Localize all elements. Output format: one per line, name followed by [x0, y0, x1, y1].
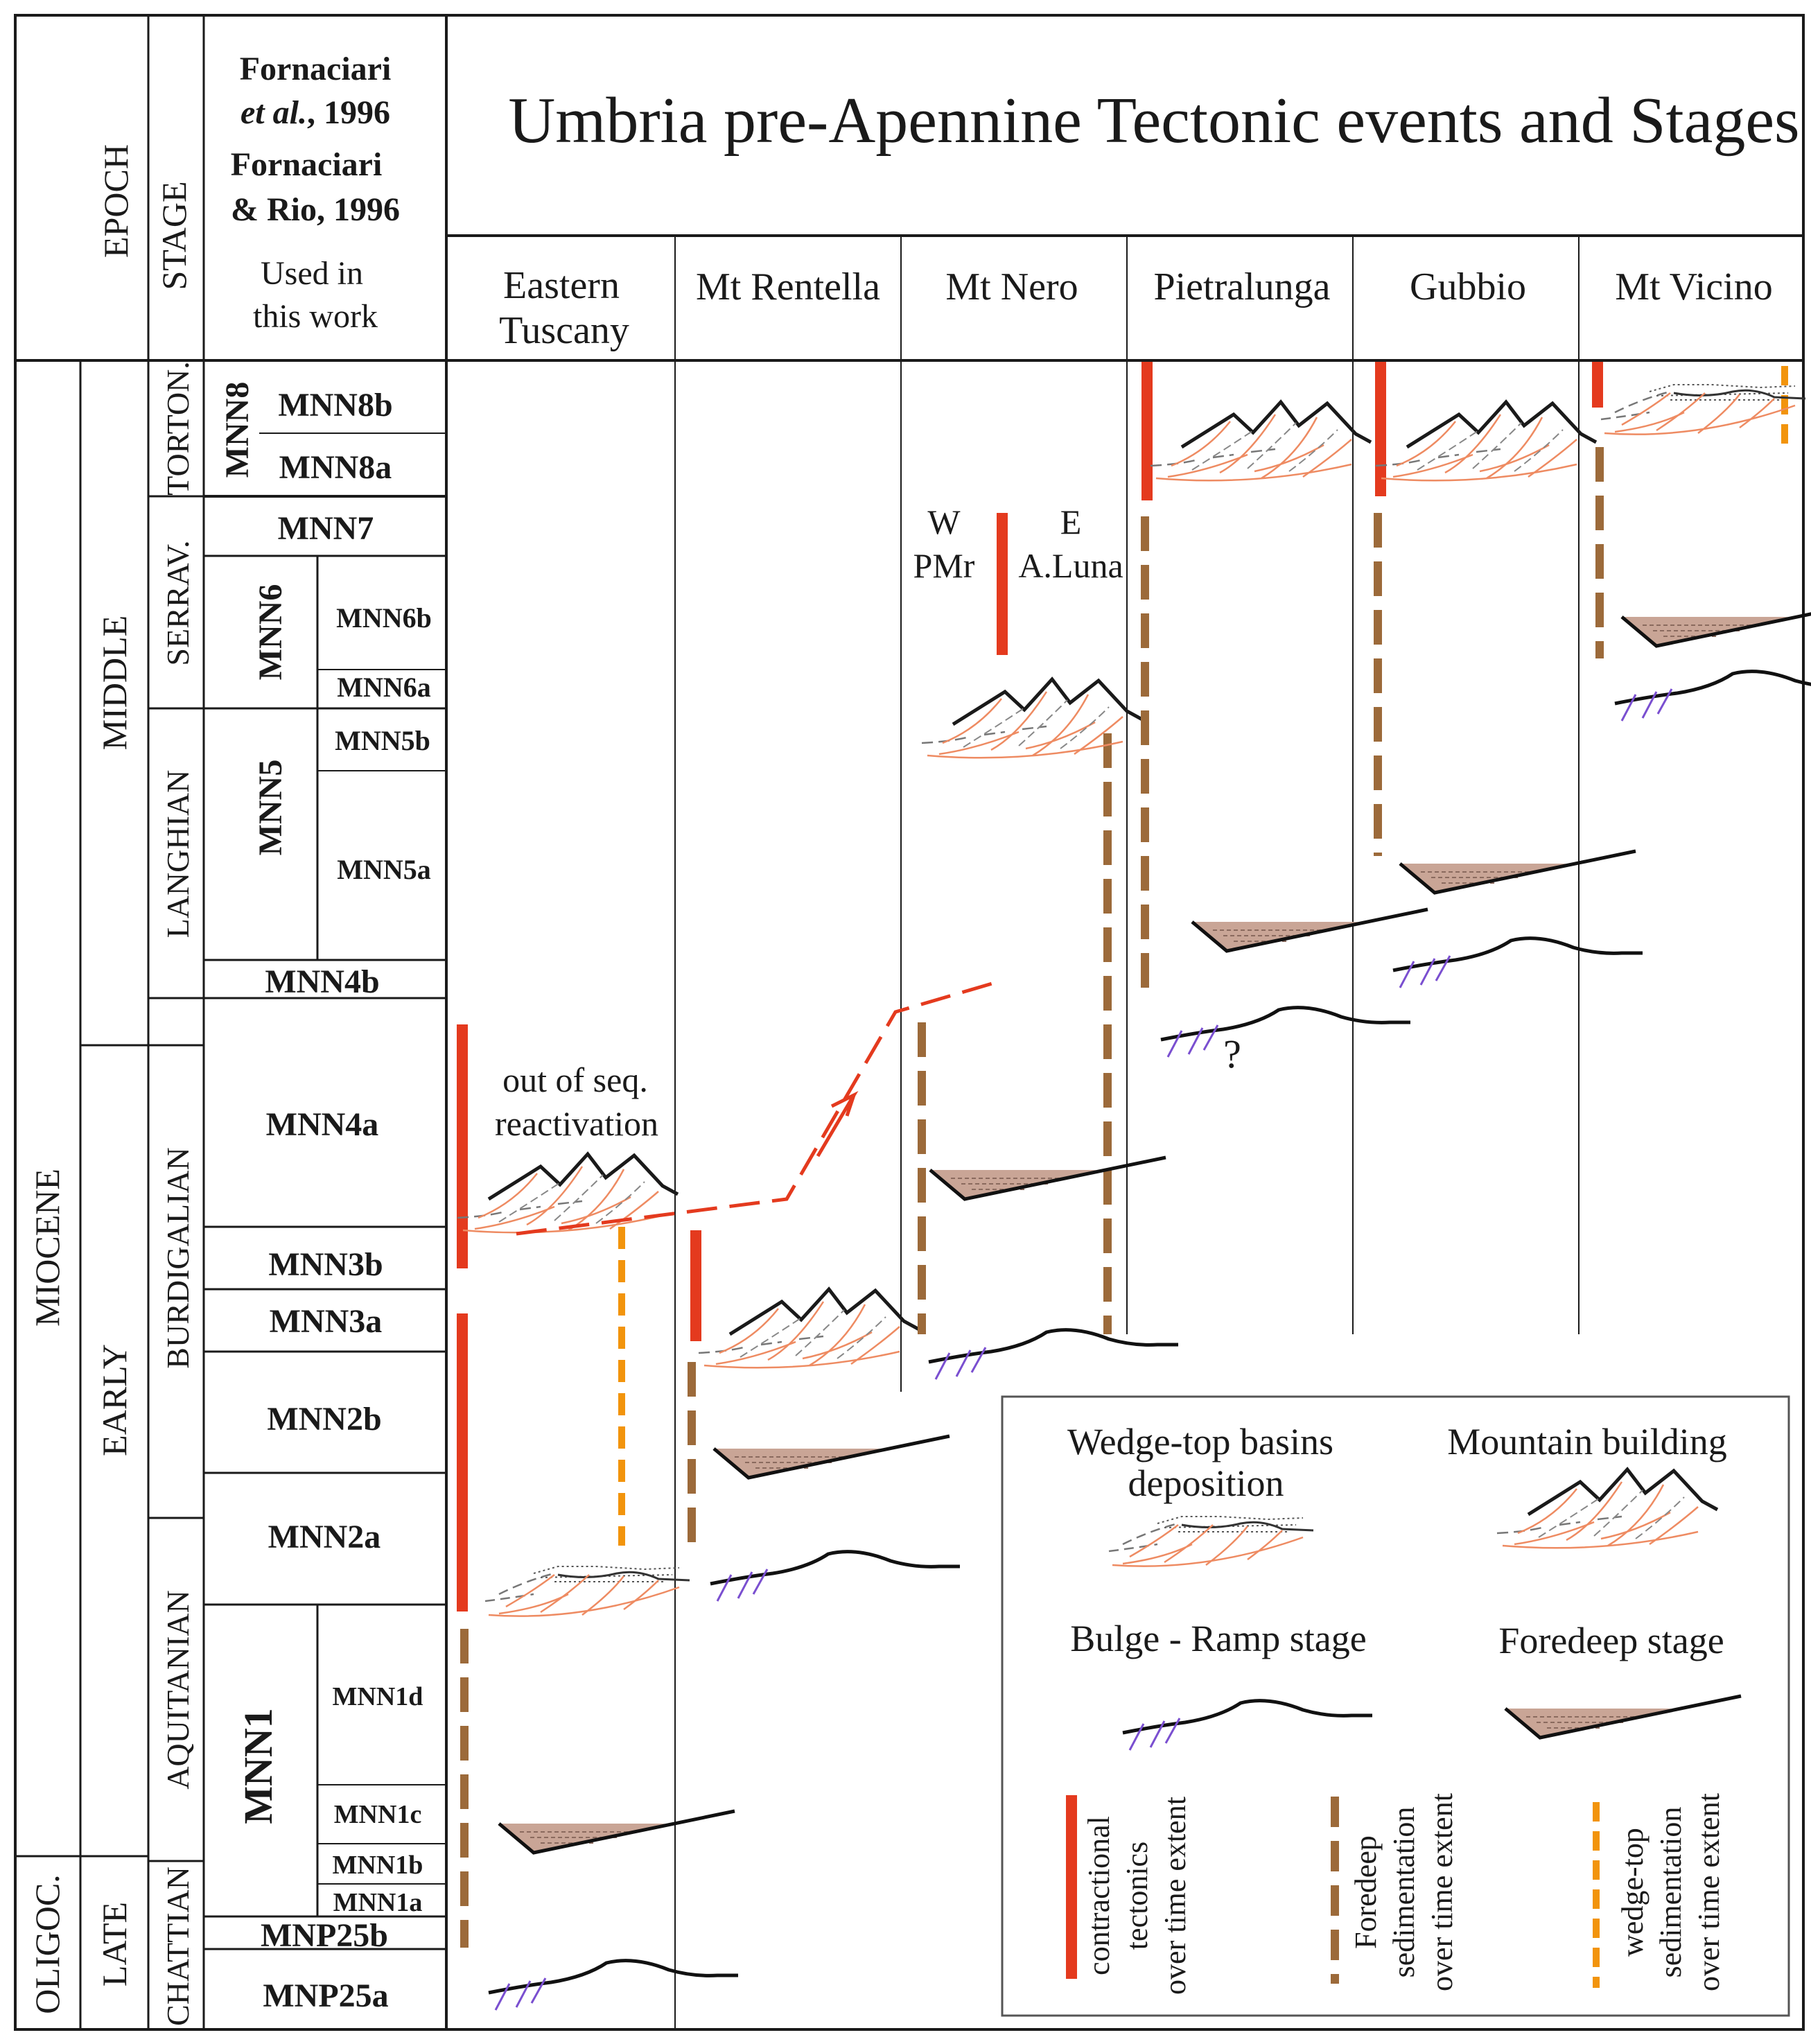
column-header-mt-vicino: Mt Vicino — [1615, 265, 1772, 308]
label-w: W — [927, 503, 961, 541]
zone-mnp25b: MNP25b — [261, 1917, 388, 1954]
used-in-1: Used in — [261, 255, 363, 292]
legend-foredeep-3: over time extent — [1425, 1793, 1459, 1991]
annotation-reactivation: reactivation — [495, 1104, 658, 1143]
label-e: E — [1060, 503, 1082, 541]
legend-foredeep-1: Foredeep — [1349, 1835, 1383, 1949]
legend-wedge-top-1: Wedge-top basins — [1067, 1421, 1333, 1462]
stage-burdigalian: BURDIGALIAN — [160, 1147, 195, 1368]
zone-mnn1d: MNN1d — [333, 1682, 423, 1711]
mt-nero-events: W PMr E A.Luna — [913, 503, 1178, 1379]
gubbio-events — [1374, 362, 1643, 988]
zone-mnn6b: MNN6b — [336, 602, 432, 634]
legend-foredeep-2: sedimentation — [1387, 1807, 1421, 1978]
grid-lines — [14, 14, 1805, 2031]
legend-wedge-top-2: deposition — [1128, 1462, 1284, 1504]
column-header-pietralunga: Pietralunga — [1153, 265, 1330, 308]
mt-vicino-events — [1592, 362, 1811, 721]
zone-mnn1c: MNN1c — [334, 1800, 422, 1829]
zone-mnn2b: MNN2b — [267, 1401, 381, 1438]
legend-contractional-2: tectonics — [1120, 1842, 1154, 1950]
column-header-gubbio: Gubbio — [1410, 265, 1526, 308]
column-header-mt-rentella: Mt Rentella — [696, 265, 880, 308]
zone-mnn5: MNN5 — [252, 760, 289, 856]
legend-mountain-building: Mountain building — [1447, 1421, 1727, 1462]
ref-rio: & Rio, 1996 — [231, 191, 400, 228]
epoch-oligocene: OLIGOC. — [28, 1874, 67, 2014]
zone-mnn4a: MNN4a — [266, 1106, 379, 1143]
stage-header: STAGE — [155, 181, 193, 290]
zone-mnn8: MNN8 — [219, 382, 256, 478]
zone-mnn6a: MNN6a — [337, 672, 431, 703]
zone-mnn1b: MNN1b — [333, 1851, 423, 1880]
zone-mnn5a: MNN5a — [337, 854, 431, 885]
zone-mnn4b: MNN4b — [265, 963, 379, 1000]
legend-wedge-top-sed-1: wedge-top — [1616, 1828, 1650, 1957]
subepoch-middle: MIDDLE — [95, 615, 134, 750]
annotation-out-of-seq: out of seq. — [502, 1060, 648, 1099]
legend-foredeep-stage: Foredeep stage — [1498, 1620, 1724, 1661]
legend-wedge-top-sed-2: sedimentation — [1654, 1807, 1688, 1978]
used-in-2: this work — [253, 298, 378, 335]
zone-mnn8b: MNN8b — [278, 387, 392, 423]
zone-mnn3b: MNN3b — [268, 1246, 383, 1283]
zone-mnn6: MNN6 — [252, 584, 289, 681]
legend-wedge-top-sed-3: over time extent — [1692, 1793, 1726, 1991]
stage-langhian: LANGHIAN — [160, 770, 195, 938]
ref-et-al: et al., 1996 — [240, 94, 390, 131]
zone-mnn2a: MNN2a — [268, 1519, 381, 1555]
column-header-eastern-tuscany-1: Eastern — [503, 264, 620, 307]
stage-chattian: CHATTIAN — [160, 1867, 195, 2026]
stage-aquitanian: AQUITANIAN — [160, 1590, 195, 1790]
label-pmr: PMr — [913, 546, 975, 585]
stage-tortonian: TORTON. — [160, 361, 195, 496]
zone-mnn5b: MNN5b — [335, 725, 430, 756]
pietralunga-events: ? — [1141, 362, 1428, 1076]
legend-contractional-1: contractional — [1082, 1816, 1116, 1975]
mt-rentella-events — [688, 1230, 960, 1601]
legend: Wedge-top basins deposition Mountain bui… — [1001, 1395, 1790, 2017]
zone-mnn1: MNN1 — [236, 1708, 281, 1824]
zone-mnn8a: MNN8a — [279, 449, 392, 486]
ref-fornaciari-2: Fornaciari — [231, 146, 383, 183]
page-title: Umbria pre-Apennine Tectonic events and … — [508, 85, 1799, 157]
zone-mnn3a: MNN3a — [270, 1303, 383, 1340]
eastern-tuscany-events: out of seq. reactivation — [457, 979, 1002, 2010]
legend-bulge-ramp: Bulge - Ramp stage — [1070, 1618, 1366, 1659]
annotation-question: ? — [1223, 1031, 1241, 1076]
column-header-mt-nero: Mt Nero — [945, 265, 1078, 308]
subepoch-early: EARLY — [95, 1344, 134, 1456]
epoch-header: EPOCH — [96, 144, 135, 258]
label-a-luna: A.Luna — [1018, 546, 1123, 585]
column-header-eastern-tuscany-2: Tuscany — [499, 309, 629, 352]
subepoch-late: LATE — [95, 1902, 134, 1986]
legend-contractional-3: over time extent — [1158, 1797, 1192, 1995]
ref-fornaciari-1: Fornaciari — [240, 51, 392, 87]
epoch-miocene: MIOCENE — [28, 1169, 67, 1327]
zone-mnp25a: MNP25a — [263, 1977, 388, 2014]
stage-serravallian: SERRAV. — [160, 540, 195, 665]
zone-mnn1a: MNN1a — [333, 1888, 423, 1917]
zone-mnn7: MNN7 — [278, 510, 374, 547]
